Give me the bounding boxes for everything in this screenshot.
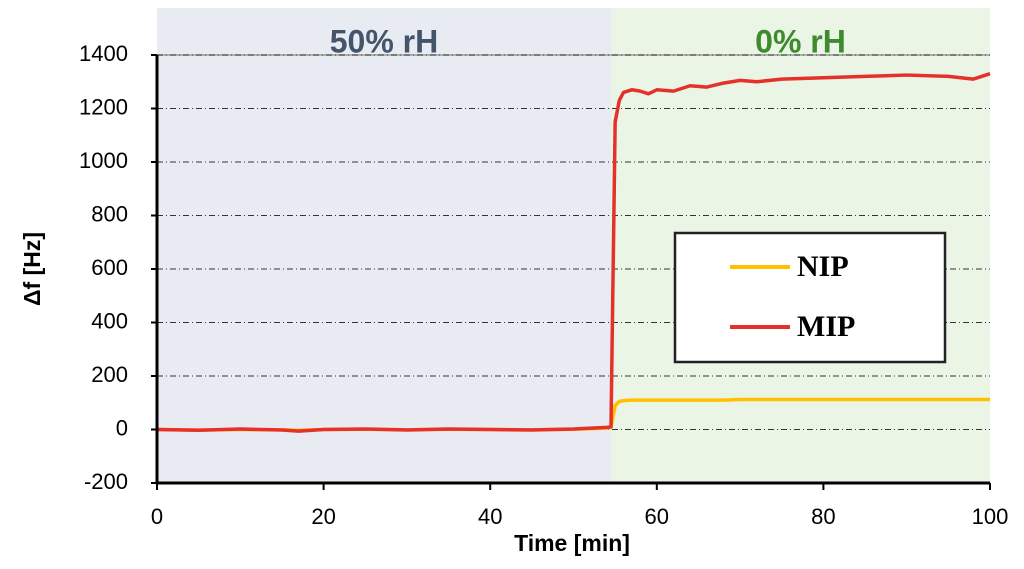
region-label: 0% rH — [755, 23, 846, 59]
region — [157, 8, 611, 483]
y-axis-title: Δf [Hz] — [19, 232, 45, 306]
y-tick-label: 0 — [116, 415, 128, 440]
y-tick-label: 400 — [91, 308, 128, 333]
x-tick-label: 100 — [972, 504, 1009, 529]
y-tick-label: 1200 — [79, 94, 128, 119]
legend-label: NIP — [797, 250, 849, 283]
y-tick-label: 600 — [91, 255, 128, 280]
x-tick-label: 80 — [811, 504, 835, 529]
lines — [156, 72, 991, 433]
series-line — [156, 72, 991, 433]
y-tick-label: 1000 — [79, 148, 128, 173]
y-tick-label: 200 — [91, 362, 128, 387]
region-label: 50% rH — [330, 23, 439, 59]
x-tick-label: 40 — [478, 504, 502, 529]
legend-label: MIP — [797, 310, 855, 343]
axes: -200 0 200 400 600 800 1000 1200 1400 0 20 40 60 80 10… — [79, 41, 1008, 529]
legend: NIP MIP — [673, 231, 947, 364]
legend-box — [673, 231, 947, 364]
x-tick-label: 60 — [645, 504, 669, 529]
x-tick-label: 0 — [151, 504, 163, 529]
y-tick-label: -200 — [84, 469, 128, 494]
x-axis-title: Time [min] — [514, 530, 630, 556]
y-tick-label: 1400 — [79, 41, 128, 66]
y-tick-label: 800 — [91, 201, 128, 226]
x-tick-label: 20 — [311, 504, 335, 529]
